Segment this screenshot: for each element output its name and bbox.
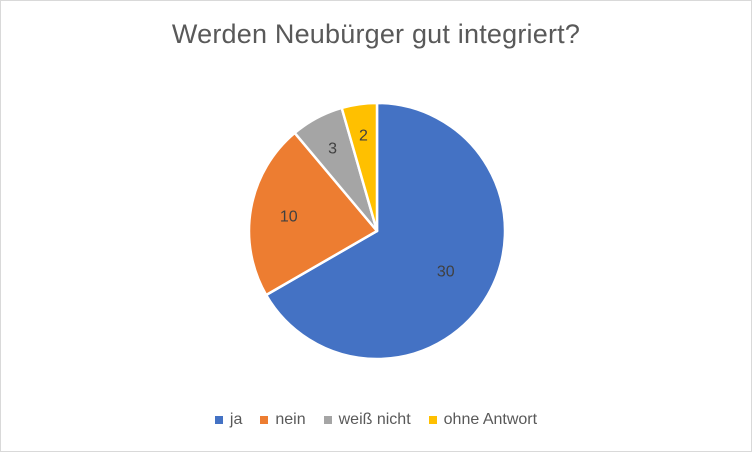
- pie-slice-ohne-Antwort: [340, 101, 379, 233]
- data-label-ja: 30: [437, 264, 455, 281]
- legend-label: ja: [229, 411, 243, 428]
- legend-swatch: [428, 416, 437, 424]
- pie-slice-nein: [247, 131, 379, 297]
- legend-item-nein: nein: [260, 411, 306, 429]
- data-label-nein: 10: [280, 208, 298, 225]
- legend-item-ja: ja: [214, 411, 243, 429]
- legend-item-ohne-Antwort: ohne Antwort: [428, 411, 538, 429]
- legend-label: weiß nicht: [338, 411, 411, 428]
- pie-slice-ja: [264, 101, 507, 361]
- legend-label: nein: [275, 411, 306, 428]
- data-label-weiß-nicht: 3: [328, 140, 337, 157]
- data-label-ohne-Antwort: 2: [359, 128, 368, 145]
- chart-title: Werden Neubürger gut integriert?: [171, 19, 581, 49]
- chart-legend: ja nein weiß nicht ohne Antwort: [1, 411, 751, 429]
- legend-swatch: [214, 416, 223, 424]
- legend-item-weiß-nicht: weiß nicht: [323, 411, 411, 429]
- legend-label: ohne Antwort: [443, 411, 538, 428]
- legend-swatch: [260, 416, 269, 424]
- legend-swatch: [323, 416, 332, 424]
